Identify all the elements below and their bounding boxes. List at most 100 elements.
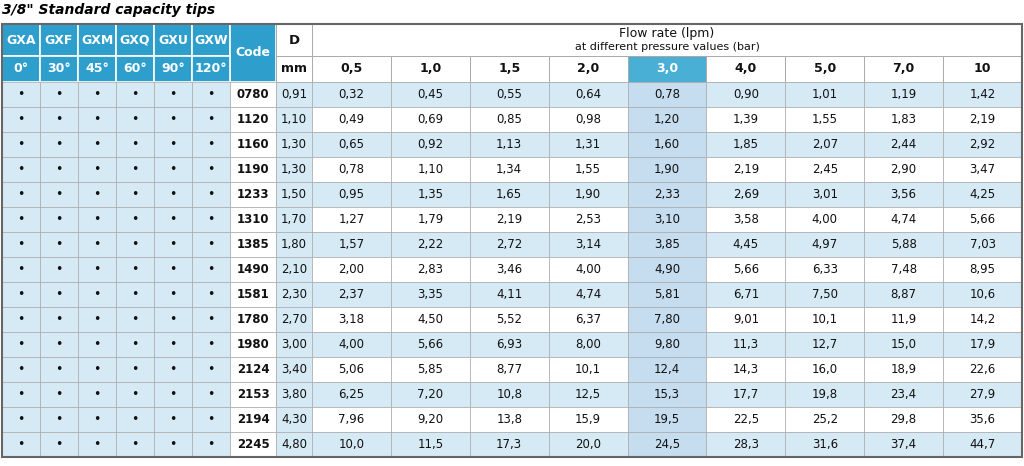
Bar [785,157,864,182]
Bar [193,407,230,432]
Bar [785,107,864,132]
Bar [628,232,707,257]
Text: •: • [17,213,25,226]
Bar [943,157,1022,182]
Text: 18,9: 18,9 [891,363,916,376]
Bar [628,382,707,407]
Text: 3,00: 3,00 [281,338,307,351]
Text: 2,22: 2,22 [417,238,443,251]
Bar [470,182,549,207]
Text: •: • [207,363,215,376]
Text: 7,50: 7,50 [812,288,838,301]
Bar [707,182,785,207]
Bar [549,232,628,257]
Bar [230,232,276,257]
Bar [785,382,864,407]
Text: 7,48: 7,48 [891,263,916,276]
Text: 9,80: 9,80 [654,338,680,351]
Bar [943,432,1022,457]
Text: 1120: 1120 [237,113,269,126]
Text: 7,80: 7,80 [654,313,680,326]
Text: •: • [17,263,25,276]
Text: 1160: 1160 [237,138,269,151]
Text: 2,72: 2,72 [496,238,522,251]
Text: •: • [93,413,100,426]
Bar [864,382,943,407]
Bar [470,232,549,257]
Bar [391,56,470,82]
Bar [154,232,193,257]
Bar [230,182,276,207]
Bar [864,432,943,457]
Bar [785,432,864,457]
Bar [40,107,78,132]
Bar [230,24,276,82]
Text: •: • [131,313,138,326]
Bar [628,56,707,82]
Text: 0,5: 0,5 [340,62,362,75]
Bar [154,357,193,382]
Text: 1490: 1490 [237,263,269,276]
Text: •: • [55,263,62,276]
Bar [943,357,1022,382]
Bar [707,407,785,432]
Text: •: • [55,363,62,376]
Bar [391,207,470,232]
Bar [2,157,40,182]
Bar [628,132,707,157]
Text: 17,9: 17,9 [970,338,995,351]
Bar [154,282,193,307]
Bar [276,307,312,332]
Text: 2,44: 2,44 [891,138,916,151]
Text: •: • [93,313,100,326]
Bar [276,82,312,107]
Text: GXF: GXF [45,34,73,47]
Bar [230,207,276,232]
Text: 0,90: 0,90 [733,88,759,101]
Bar [154,207,193,232]
Bar [2,282,40,307]
Bar [864,157,943,182]
Bar [864,132,943,157]
Text: •: • [169,113,177,126]
Bar [276,332,312,357]
Bar [628,332,707,357]
Text: •: • [55,138,62,151]
Bar [230,307,276,332]
Bar [864,182,943,207]
Text: •: • [17,313,25,326]
Text: •: • [55,313,62,326]
Text: 2245: 2245 [237,438,269,451]
Bar [785,332,864,357]
Bar [391,82,470,107]
Bar [230,257,276,282]
Text: •: • [169,313,177,326]
Bar [391,382,470,407]
Bar [40,24,78,56]
Bar [276,107,312,132]
Text: •: • [93,363,100,376]
Bar [943,132,1022,157]
Bar [864,407,943,432]
Bar [312,257,391,282]
Bar [276,24,312,56]
Bar [312,207,391,232]
Bar [116,382,154,407]
Text: 3,18: 3,18 [339,313,365,326]
Text: •: • [131,263,138,276]
Bar [549,307,628,332]
Bar [470,357,549,382]
Text: 1,20: 1,20 [654,113,680,126]
Bar [116,157,154,182]
Text: 15,9: 15,9 [575,413,601,426]
Bar [943,56,1022,82]
Text: 3,80: 3,80 [281,388,307,401]
Text: •: • [55,213,62,226]
Text: 1310: 1310 [237,213,269,226]
Text: •: • [93,138,100,151]
Text: •: • [131,413,138,426]
Bar [312,307,391,332]
Text: •: • [207,438,215,451]
Text: 1581: 1581 [237,288,269,301]
Text: 2,69: 2,69 [733,188,759,201]
